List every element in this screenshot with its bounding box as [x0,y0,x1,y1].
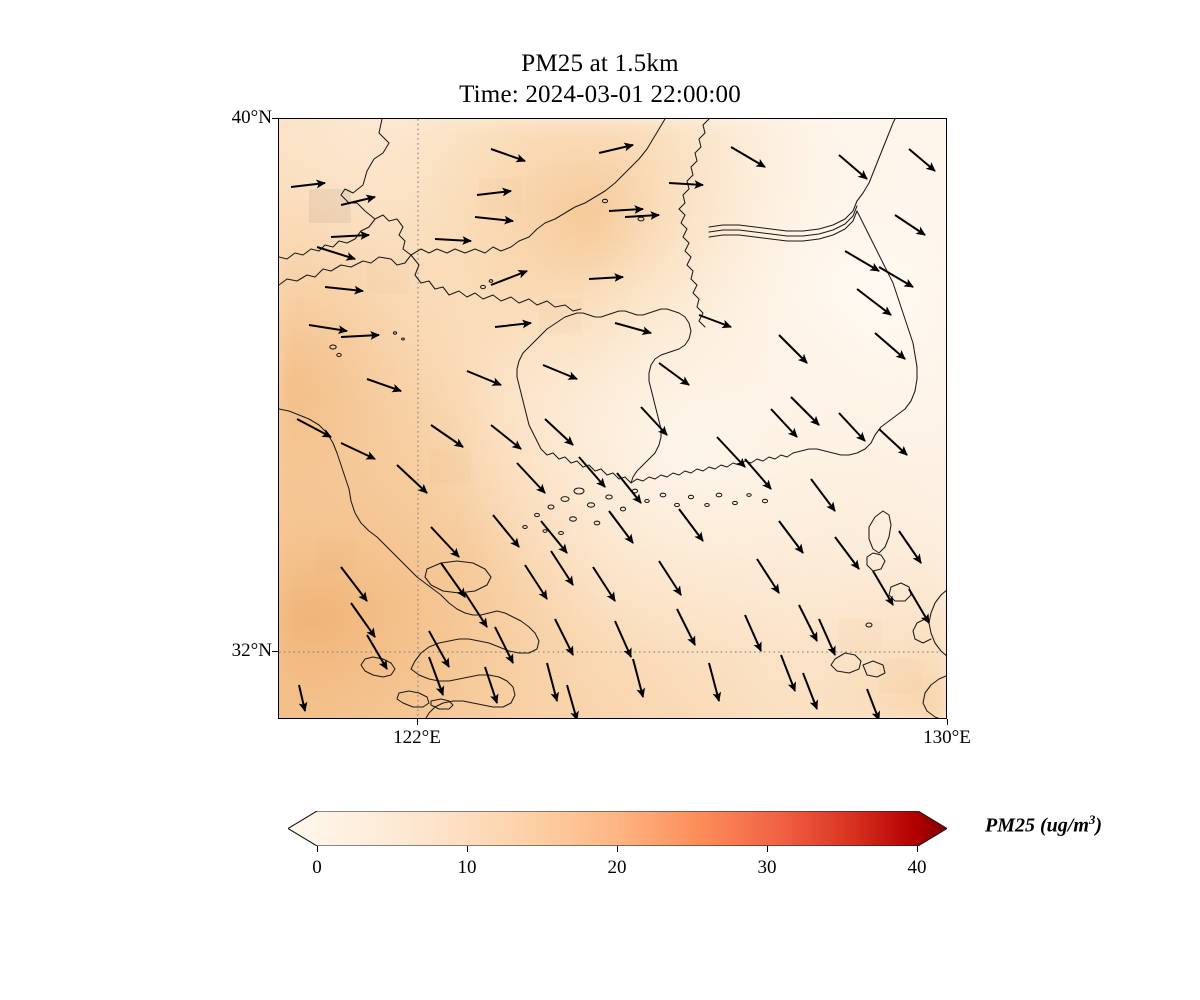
y-tick-label-40n: 40°N [231,107,272,128]
chart-title: PM25 at 1.5km Time: 2024-03-01 22:00:00 [0,48,1200,110]
colorbar-tick-30 [767,846,769,852]
colorbar-tick-20 [617,846,619,852]
x-tick-label-130e: 130°E [923,727,971,748]
y-tick-mark-32n [272,650,278,652]
colorbar-tick-40 [917,846,919,852]
colorbar[interactable]: 0 10 20 30 40 [288,811,947,878]
colorbar-axis-label: PM25 (ug/m3) [985,812,1102,838]
colorbar-tick-10 [467,846,469,852]
x-tick-label-122e: 122°E [393,727,441,748]
colorbar-tick-label-20: 20 [607,857,627,878]
x-tick-mark-122e [416,719,418,725]
title-line-variable: PM25 at 1.5km [521,50,679,77]
x-tick-mark-130e [946,719,948,725]
colorbar-label-text: PM25 (ug/m [985,814,1089,837]
pm25-concentration-field [279,119,946,718]
y-tick-label-32n: 32°N [231,640,272,661]
colorbar-tick-label-40: 40 [907,857,927,878]
y-tick-mark-40n [272,117,278,119]
title-line-time: Time: 2024-03-01 22:00:00 [459,81,741,108]
colorbar-tick-label-10: 10 [457,857,477,878]
colorbar-tick-label-0: 0 [312,857,322,878]
colorbar-label-tail: ) [1095,814,1103,837]
map-plot-area[interactable] [278,118,947,719]
colorbar-label-exponent: 3 [1088,812,1096,827]
colorbar-tick-label-30: 30 [757,857,777,878]
colorbar-tick-0 [317,846,319,852]
